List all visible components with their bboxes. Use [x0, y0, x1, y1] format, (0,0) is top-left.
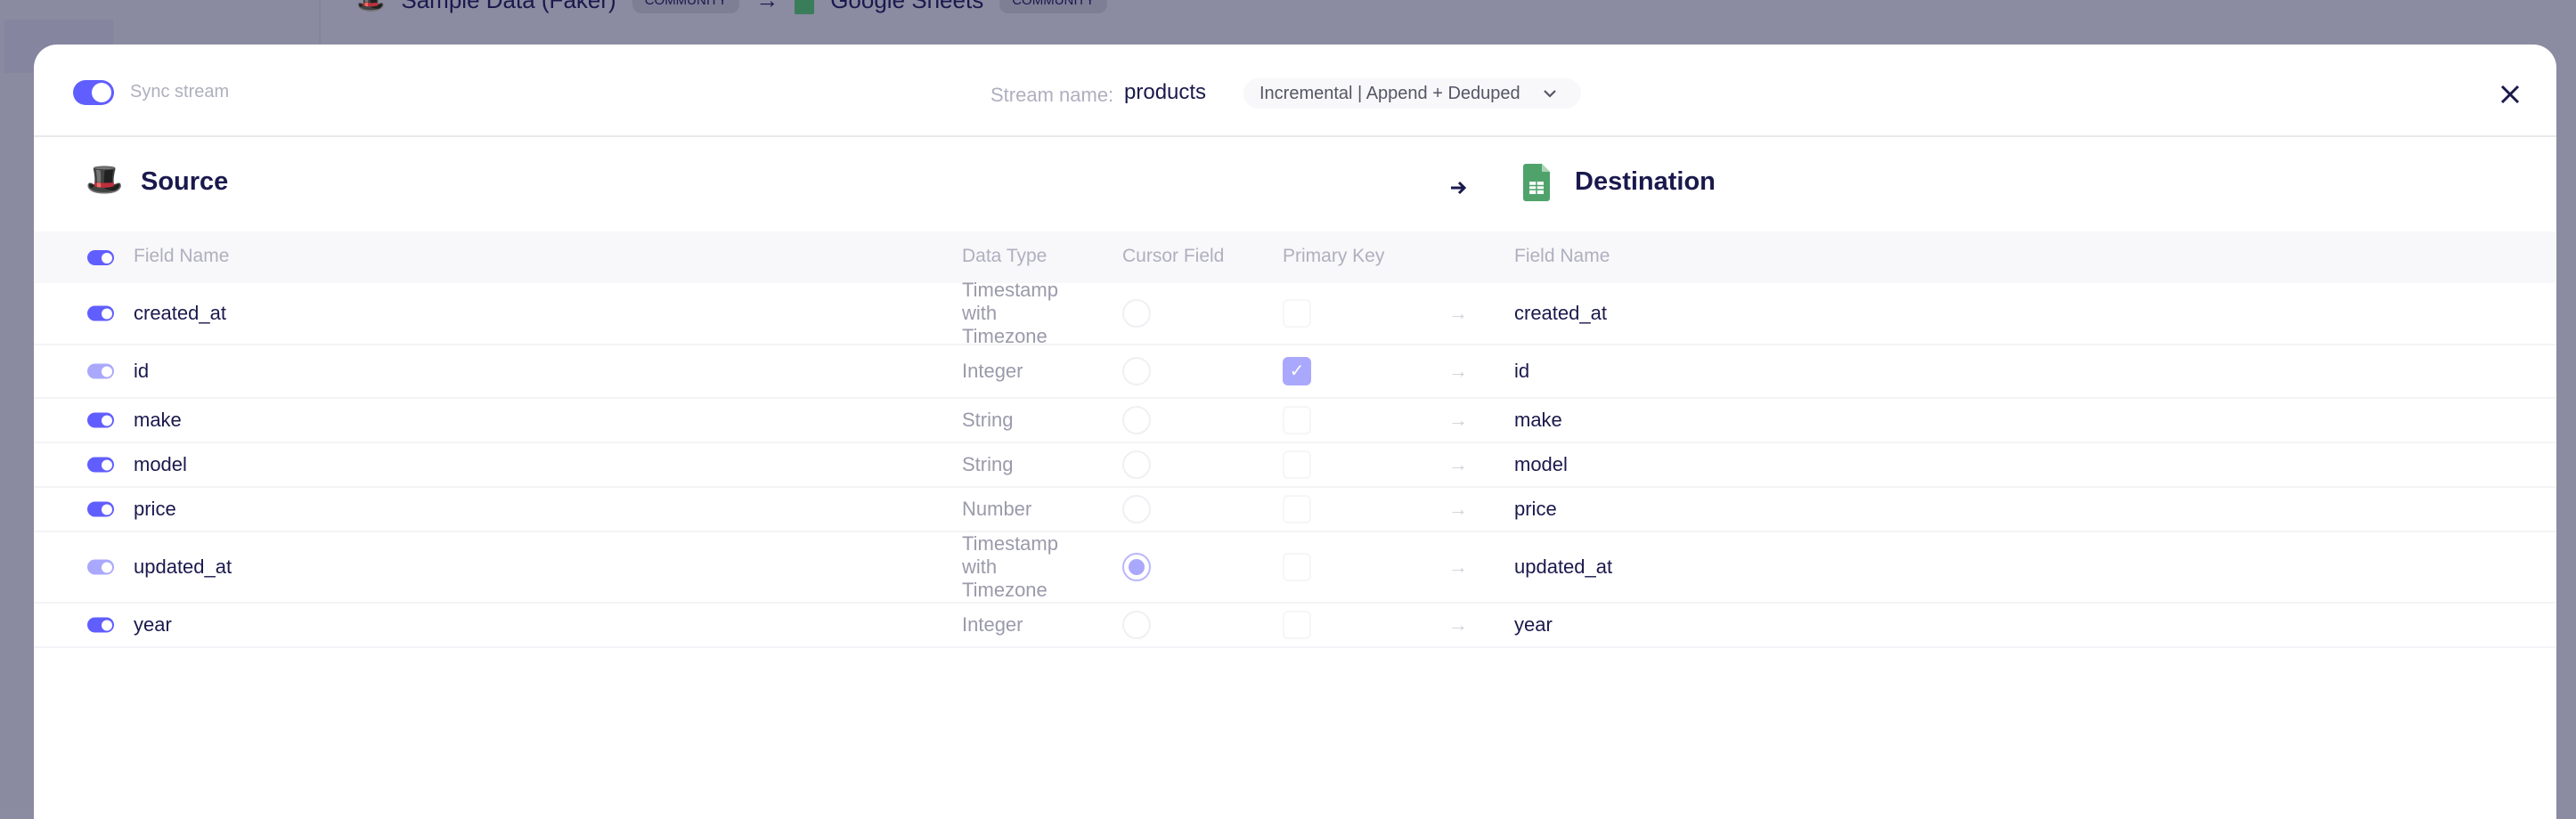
- arrow-right-icon: →: [1448, 498, 1468, 520]
- field-sync-toggle[interactable]: [87, 363, 114, 379]
- cursor-field-radio[interactable]: [1122, 299, 1151, 328]
- cursor-field-radio[interactable]: [1122, 406, 1151, 434]
- dest-field-name: price: [1514, 498, 1557, 520]
- data-type: Timestamp with Timezone: [962, 279, 1058, 347]
- col-data-type: Data Type: [962, 246, 1048, 266]
- primary-key-checkbox[interactable]: [1283, 495, 1311, 523]
- dest-name: Google Sheets: [830, 0, 983, 14]
- cursor-field-radio[interactable]: [1122, 553, 1151, 581]
- cursor-field-radio[interactable]: [1122, 495, 1151, 523]
- col-field-name: Field Name: [134, 246, 230, 266]
- source-name: Sample Data (Faker): [401, 0, 615, 14]
- source-badge: COMMUNITY: [632, 0, 740, 13]
- col-cursor-field: Cursor Field: [1122, 246, 1225, 266]
- col-primary-key: Primary Key: [1283, 246, 1385, 266]
- cursor-field-radio[interactable]: [1122, 450, 1151, 479]
- data-type: String: [962, 453, 1014, 475]
- table-row: year Integer → year: [34, 604, 2556, 648]
- sync-mode-value: Incremental | Append + Deduped: [1259, 83, 1520, 103]
- dest-field-name: id: [1514, 360, 1530, 382]
- stream-name: products: [1124, 80, 1207, 104]
- cursor-field-radio[interactable]: [1122, 611, 1151, 639]
- arrow-right-icon: →: [1448, 453, 1468, 475]
- primary-key-checkbox[interactable]: [1283, 553, 1311, 581]
- dest-field-name: updated_at: [1514, 555, 1613, 578]
- sync-mode-dropdown[interactable]: Incremental | Append + Deduped: [1243, 78, 1581, 109]
- field-sync-toggle[interactable]: [87, 501, 114, 517]
- close-icon: [2500, 85, 2520, 104]
- dest-field-name: year: [1514, 613, 1553, 636]
- data-type: String: [962, 409, 1014, 431]
- stream-name-label: Stream name:: [990, 84, 1114, 106]
- arrow-right-icon: [1451, 181, 1467, 195]
- source-field-name: make: [134, 409, 182, 431]
- table-row: make String → make: [34, 399, 2556, 443]
- google-sheets-icon: [795, 0, 815, 14]
- field-sync-toggle[interactable]: [87, 617, 114, 633]
- source-field-name: id: [134, 360, 150, 382]
- destination-title: Destination: [1575, 167, 1716, 196]
- arrow-right-icon: →: [1448, 409, 1468, 431]
- chevron-down-icon: [1543, 90, 1556, 98]
- source-field-name: year: [134, 613, 172, 636]
- field-sync-toggle[interactable]: [87, 457, 114, 473]
- source-logo-icon: 🎩: [86, 163, 124, 197]
- arrow-right-icon: →: [1448, 302, 1468, 324]
- arrow-right-icon: →: [1448, 555, 1468, 578]
- close-button[interactable]: [2499, 80, 2521, 110]
- source-field-name: created_at: [134, 302, 226, 324]
- toggle-all-fields[interactable]: [87, 250, 114, 265]
- table-header: Field Name Data Type Cursor Field Primar…: [34, 231, 2556, 283]
- modal-header: Sync stream Stream name: products Increm…: [34, 45, 2556, 137]
- source-title: Source: [141, 167, 229, 196]
- table-row: created_at Timestamp with Timezone → cre…: [34, 279, 2556, 347]
- col-dest-field-name: Field Name: [1514, 246, 1610, 266]
- cursor-field-radio[interactable]: [1122, 357, 1151, 385]
- connection-header-backdrop: 🎩 Sample Data (Faker) COMMUNITY → Google…: [356, 0, 1107, 14]
- data-type: Timestamp with Timezone: [962, 532, 1058, 601]
- data-type: Integer: [962, 613, 1023, 636]
- check-icon: ✓: [1289, 361, 1305, 381]
- source-field-name: price: [134, 498, 176, 520]
- dest-field-name: model: [1514, 453, 1568, 475]
- source-icon: 🎩: [356, 0, 385, 14]
- arrow-right-icon: →: [755, 0, 779, 14]
- primary-key-checkbox[interactable]: [1283, 299, 1311, 328]
- table-row: model String → model: [34, 443, 2556, 488]
- stream-details-modal: Sync stream Stream name: products Increm…: [34, 45, 2556, 819]
- table-row: price Number → price: [34, 488, 2556, 532]
- dest-field-name: created_at: [1514, 302, 1607, 324]
- table-row: updated_at Timestamp with Timezone → upd…: [34, 532, 2556, 604]
- field-sync-toggle[interactable]: [87, 559, 114, 575]
- field-sync-toggle[interactable]: [87, 305, 114, 321]
- source-field-name: updated_at: [134, 555, 232, 578]
- google-sheets-icon: [1523, 164, 1550, 201]
- data-type: Number: [962, 498, 1032, 520]
- field-sync-toggle[interactable]: [87, 412, 114, 428]
- table-row: id Integer ✓ → id: [34, 345, 2556, 399]
- arrow-right-icon: →: [1448, 360, 1468, 382]
- dest-field-name: make: [1514, 409, 1562, 431]
- dest-badge: COMMUNITY: [999, 0, 1107, 13]
- data-type: Integer: [962, 360, 1023, 382]
- sync-stream-toggle[interactable]: [73, 80, 114, 105]
- source-field-name: model: [134, 453, 187, 475]
- primary-key-checkbox[interactable]: [1283, 450, 1311, 479]
- primary-key-checkbox[interactable]: [1283, 406, 1311, 434]
- primary-key-checkbox[interactable]: [1283, 611, 1311, 639]
- primary-key-checkbox[interactable]: ✓: [1283, 357, 1311, 385]
- sync-stream-label: Sync stream: [130, 82, 230, 101]
- arrow-right-icon: →: [1448, 613, 1468, 636]
